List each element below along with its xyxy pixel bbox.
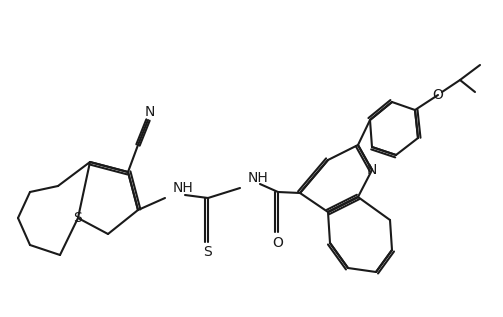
Text: NH: NH	[173, 181, 194, 195]
Text: S: S	[73, 211, 82, 225]
Text: N: N	[367, 163, 377, 177]
Text: O: O	[433, 88, 444, 102]
Text: N: N	[145, 105, 155, 119]
Text: O: O	[273, 236, 283, 250]
Text: NH: NH	[248, 171, 269, 185]
Text: S: S	[204, 245, 212, 259]
